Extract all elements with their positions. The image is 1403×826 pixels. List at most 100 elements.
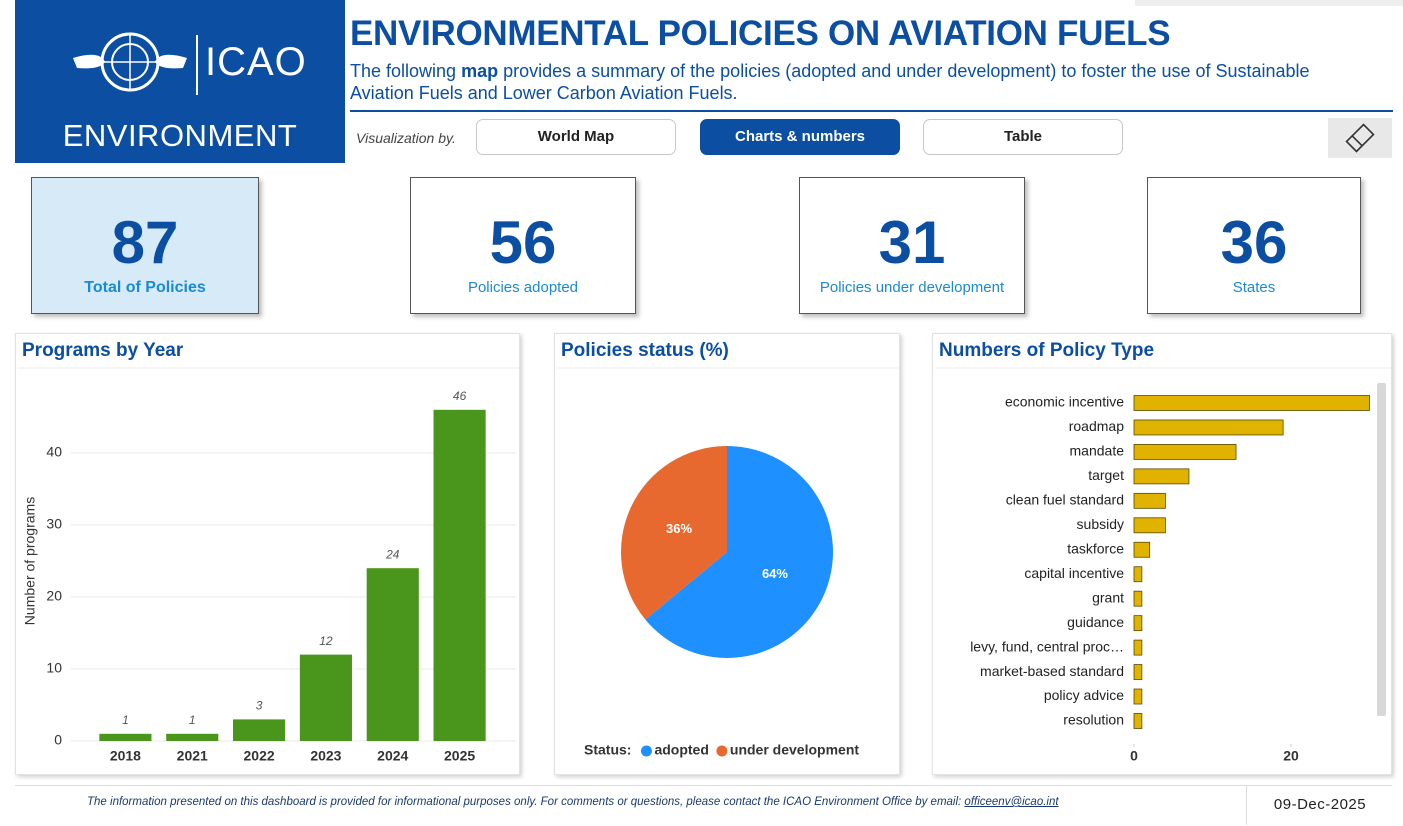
chart-panel: Policies status (%) 64% 36% Status: adopted u…: [554, 333, 900, 775]
page-title: ENVIRONMENTAL POLICIES ON AVIATION FUELS: [350, 14, 1171, 53]
bar: [1133, 713, 1143, 729]
legend-swatch: [716, 745, 728, 757]
chart-title: Policies status (%): [561, 340, 729, 361]
bar: [1133, 590, 1143, 607]
footer: [15, 785, 1392, 826]
bar: [166, 733, 219, 741]
legend-entry: under development: [730, 742, 859, 758]
category-label: policy advice: [1044, 687, 1124, 703]
y-tick-label: 0: [54, 732, 62, 748]
bar: [299, 654, 352, 741]
chart: Programs by Year 0 10 20 30 40 Number of progr…: [18, 340, 519, 764]
visualization-label: Visualization by.: [356, 130, 456, 146]
bar: [1133, 517, 1166, 534]
kpi-value: 36: [1220, 209, 1288, 276]
bar: [366, 568, 419, 741]
bar: [1133, 615, 1143, 632]
kpi-value: 56: [489, 209, 557, 276]
bar: [99, 733, 152, 741]
bar: [1133, 541, 1151, 558]
kpi-label: States: [1232, 279, 1276, 296]
chart-title: Programs by Year: [22, 340, 184, 361]
category-label: target: [1088, 467, 1124, 483]
category-label: roadmap: [1069, 418, 1124, 434]
kpi-label: Policies adopted: [467, 279, 579, 296]
category-label: guidance: [1067, 614, 1124, 630]
kpi-label: Policies under development: [819, 279, 1005, 296]
x-tick-label: 2021: [177, 748, 208, 764]
email-link[interactable]: officeenv@icao.int: [964, 796, 1059, 808]
view-button[interactable]: Charts & numbers: [700, 119, 900, 155]
data-label: 24: [385, 547, 400, 561]
y-tick-label: 30: [46, 516, 62, 532]
category-label: levy, fund, central proc…: [970, 638, 1124, 654]
subtitle-text: provides a summary of the policies (adop…: [350, 61, 1310, 103]
x-tick-label: 2018: [110, 748, 141, 764]
date: 09-Dec-2025: [1246, 785, 1393, 825]
category-label: resolution: [1063, 712, 1124, 728]
bar: [1133, 468, 1190, 485]
kpi-label: Total of Policies: [84, 279, 206, 296]
legend-entry: adopted: [654, 742, 708, 758]
x-tick-label: 2024: [377, 748, 408, 764]
legend-swatch: [640, 745, 652, 757]
page-subtitle: The following map provides a summary of …: [350, 60, 1360, 104]
category-label: economic incentive: [1005, 394, 1124, 410]
bar: [1133, 688, 1143, 705]
scrollbar: [1377, 383, 1386, 716]
category-label: subsidy: [1077, 516, 1124, 532]
bar: [1133, 492, 1166, 509]
bar: [433, 409, 486, 741]
y-tick-label: 40: [46, 444, 62, 460]
pie-slice: [621, 446, 727, 620]
bar: [1133, 639, 1143, 656]
bar: [1133, 664, 1143, 680]
kpi-card: 36 States: [1147, 177, 1361, 314]
top-strip: [1135, 0, 1403, 6]
category-label: clean fuel standard: [1006, 492, 1124, 508]
x-tick-label: 0: [1130, 748, 1138, 764]
data-label: 46: [453, 389, 467, 403]
chart: Numbers of Policy Type 0 20 economic incent…: [935, 340, 1391, 764]
chart-title: Numbers of Policy Type: [939, 340, 1154, 361]
category-label: taskforce: [1067, 540, 1124, 556]
view-button[interactable]: World Map: [476, 119, 676, 155]
bar: [1133, 419, 1284, 436]
category-label: market-based standard: [980, 663, 1124, 679]
logo-text: ICAO: [205, 40, 307, 84]
data-label: 1: [189, 713, 196, 727]
footer-text: The information presented on this dashbo…: [87, 796, 1059, 808]
kpi-value: 31: [878, 209, 946, 276]
category-label: capital incentive: [1024, 565, 1124, 581]
subtitle-text: The following: [350, 61, 462, 81]
kpi-card: 87 Total of Policies: [31, 177, 259, 314]
header-rule: [350, 110, 1393, 112]
kpi-card: 56 Policies adopted: [410, 177, 636, 314]
chart-panel: Programs by Year 0 10 20 30 40 Number of progr…: [15, 333, 520, 775]
data-label: 36%: [666, 521, 692, 536]
kpi-value: 87: [111, 209, 179, 276]
x-tick-label: 2022: [244, 748, 275, 764]
bar: [1133, 444, 1237, 460]
subtitle-bold: map: [461, 61, 499, 81]
y-tick-label: 20: [46, 588, 62, 604]
legend-title: Status:: [584, 742, 631, 758]
x-tick-label: 20: [1283, 748, 1299, 764]
logo-block: ICAO ENVIRONMENT: [15, 0, 345, 163]
emblem: [73, 32, 198, 95]
data-label: 64%: [762, 566, 788, 581]
view-button[interactable]: Table: [923, 119, 1123, 155]
y-axis-label: Number of programs: [22, 497, 38, 625]
logo-subtitle: ENVIRONMENT: [62, 118, 298, 153]
clear-filters-button[interactable]: [1328, 118, 1392, 158]
kpi-card: 31 Policies under development: [799, 177, 1025, 314]
y-tick-label: 10: [46, 660, 62, 676]
bar: [233, 719, 286, 741]
chart: Policies status (%) 64% 36% Status: adopted u…: [557, 340, 899, 758]
data-label: 3: [256, 699, 263, 713]
chart-panel: Numbers of Policy Type 0 20 economic incent…: [932, 333, 1392, 775]
x-tick-label: 2025: [444, 748, 475, 764]
pie-slice: [645, 446, 833, 658]
category-label: grant: [1092, 589, 1124, 605]
